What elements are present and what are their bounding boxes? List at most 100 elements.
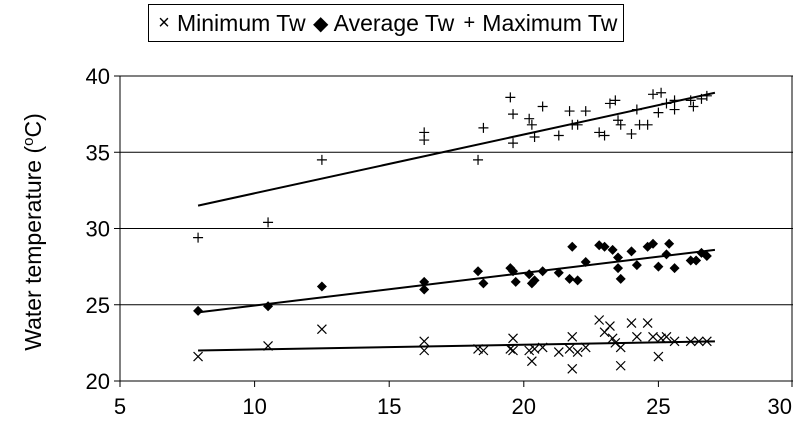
gridlines xyxy=(120,75,793,382)
legend-label-minimum: Minimum Tw xyxy=(177,9,306,36)
legend-item-maximum: + Maximum Tw xyxy=(460,10,617,37)
point-minimum-tw-22 xyxy=(605,321,615,332)
point-maximum-tw-20 xyxy=(599,130,610,141)
y-tick-label-40: 40 xyxy=(86,64,110,89)
y-axis-title-sup: o xyxy=(20,138,37,146)
y-tick-label-20: 20 xyxy=(86,369,110,394)
point-maximum-tw-30 xyxy=(653,107,664,118)
point-minimum-tw-5 xyxy=(473,344,483,354)
point-maximum-tw-37 xyxy=(696,93,707,104)
point-maximum-tw-23 xyxy=(613,115,624,126)
point-average-tw-17 xyxy=(572,275,583,286)
point-maximum-tw-31 xyxy=(656,87,667,98)
point-minimum-tw-15 xyxy=(564,344,575,354)
point-minimum-tw-25 xyxy=(615,342,626,353)
point-maximum-tw-28 xyxy=(642,119,653,130)
legend-item-average: ◆ Average Tw xyxy=(312,9,455,37)
point-average-tw-13 xyxy=(537,266,548,277)
point-maximum-tw-19 xyxy=(594,127,605,138)
point-minimum-tw-9 xyxy=(508,345,518,356)
point-average-tw-28 xyxy=(648,238,659,249)
point-maximum-tw-11 xyxy=(526,119,537,130)
chart-legend: × Minimum Tw ◆ Average Tw + Maximum Tw xyxy=(148,4,625,42)
point-minimum-tw-20 xyxy=(594,315,605,325)
diamond-marker-icon: ◆ xyxy=(312,12,329,35)
point-minimum-tw-35 xyxy=(685,336,696,347)
point-maximum-tw-36 xyxy=(688,101,699,112)
point-maximum-tw-2 xyxy=(316,154,327,165)
point-average-tw-14 xyxy=(553,267,564,278)
point-average-tw-20 xyxy=(599,241,610,252)
point-minimum-tw-19 xyxy=(580,342,591,353)
point-average-tw-6 xyxy=(478,278,489,289)
point-maximum-tw-9 xyxy=(508,138,519,149)
point-minimum-tw-37 xyxy=(701,336,712,347)
point-minimum-tw-2 xyxy=(316,324,327,335)
plus-marker-icon: + xyxy=(463,11,476,34)
point-maximum-tw-17 xyxy=(572,119,583,130)
point-minimum-tw-4 xyxy=(419,345,430,356)
point-average-tw-36 xyxy=(701,250,712,261)
point-average-tw-9 xyxy=(510,276,521,287)
x-tick-label-15: 15 xyxy=(377,394,401,419)
y-axis-ticks: 20 25 30 35 40 xyxy=(86,64,120,394)
point-average-tw-23 xyxy=(613,252,624,263)
x-tick-label-25: 25 xyxy=(646,394,670,419)
point-average-tw-21 xyxy=(607,244,618,255)
point-maximum-tw-8 xyxy=(508,109,519,120)
point-average-tw-5 xyxy=(473,266,484,277)
trendlines xyxy=(197,91,716,352)
point-minimum-tw-29 xyxy=(642,318,653,328)
point-average-tw-24 xyxy=(615,273,626,284)
x-tick-label-20: 20 xyxy=(512,394,536,419)
point-maximum-tw-18 xyxy=(580,106,591,117)
point-minimum-tw-12 xyxy=(529,344,540,354)
point-average-tw-8 xyxy=(508,266,519,277)
point-maximum-tw-35 xyxy=(685,95,696,106)
point-maximum-tw-13 xyxy=(537,101,548,112)
x-marker-icon: × xyxy=(158,11,170,34)
point-maximum-tw-32 xyxy=(661,98,672,109)
point-maximum-tw-1 xyxy=(263,217,274,228)
point-average-tw-30 xyxy=(661,249,672,260)
point-maximum-tw-7 xyxy=(505,92,516,103)
point-average-tw-18 xyxy=(580,257,591,268)
point-minimum-tw-0 xyxy=(193,351,203,362)
point-average-tw-1 xyxy=(263,301,274,312)
point-minimum-tw-14 xyxy=(553,347,564,357)
legend-item-minimum: × Minimum Tw xyxy=(155,10,306,37)
point-maximum-tw-5 xyxy=(473,154,484,165)
point-maximum-tw-12 xyxy=(529,132,540,142)
point-average-tw-34 xyxy=(691,255,702,266)
point-minimum-tw-8 xyxy=(508,333,518,344)
point-minimum-tw-34 xyxy=(669,336,680,347)
point-average-tw-12 xyxy=(529,275,540,286)
point-minimum-tw-13 xyxy=(537,342,548,353)
data-points xyxy=(193,87,712,374)
x-tick-label-5: 5 xyxy=(114,394,126,419)
y-axis-title: Water temperature (oC) xyxy=(20,113,47,351)
legend-label-average: Average Tw xyxy=(333,9,455,36)
point-minimum-tw-17 xyxy=(567,331,578,342)
point-minimum-tw-16 xyxy=(567,363,578,374)
point-minimum-tw-36 xyxy=(693,336,704,347)
trendline-maximum-tw xyxy=(197,91,716,207)
point-minimum-tw-32 xyxy=(656,333,667,344)
point-average-tw-32 xyxy=(669,263,680,274)
point-minimum-tw-23 xyxy=(607,333,618,344)
y-axis-title-end: C) xyxy=(20,113,46,137)
point-average-tw-31 xyxy=(664,238,675,249)
point-average-tw-4 xyxy=(419,276,430,287)
x-axis-ticks: 5 10 15 20 25 30 xyxy=(114,381,793,419)
point-minimum-tw-7 xyxy=(505,344,516,354)
y-tick-label-35: 35 xyxy=(86,140,110,165)
point-minimum-tw-33 xyxy=(661,331,672,342)
point-minimum-tw-31 xyxy=(653,351,664,362)
y-tick-label-30: 30 xyxy=(86,217,110,242)
point-average-tw-2 xyxy=(316,281,327,292)
point-average-tw-26 xyxy=(631,260,642,271)
point-maximum-tw-38 xyxy=(701,90,712,101)
point-maximum-tw-0 xyxy=(193,232,204,243)
point-average-tw-33 xyxy=(685,255,696,266)
